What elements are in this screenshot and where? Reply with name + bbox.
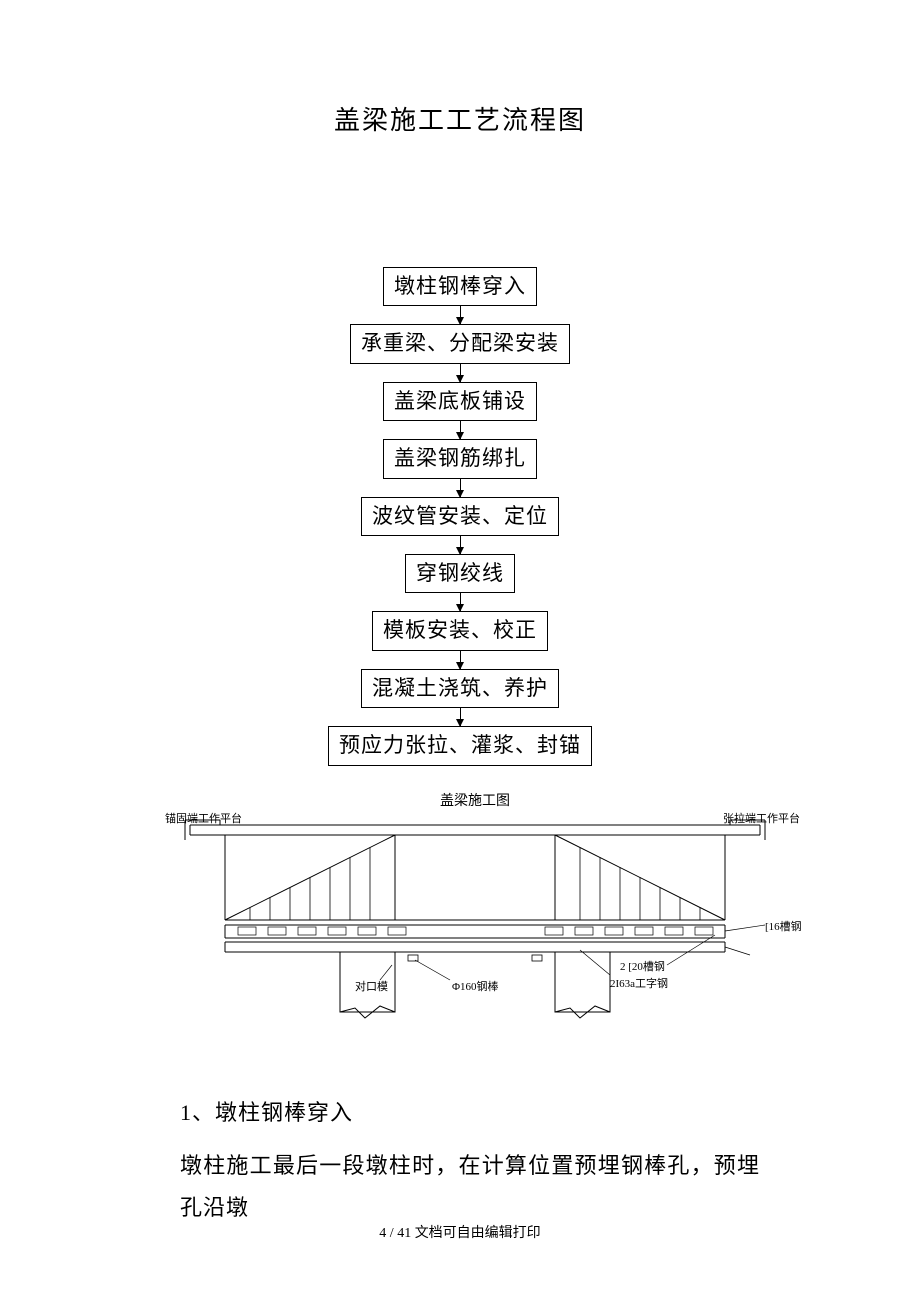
flow-step-1: 墩柱钢棒穿入 xyxy=(383,267,537,306)
flow-step-4: 盖梁钢筋绑扎 xyxy=(383,439,537,478)
diagram-title: 盖梁施工图 xyxy=(170,790,780,810)
label-i-beam: 2I63a工字钢 xyxy=(610,975,668,991)
flow-step-3: 盖梁底板铺设 xyxy=(383,382,537,421)
footer-page-current: 4 xyxy=(379,1226,386,1241)
flow-arrow xyxy=(460,708,461,726)
flow-arrow xyxy=(460,536,461,554)
flowchart-container: 墩柱钢棒穿入 承重梁、分配梁安装 盖梁底板铺设 盖梁钢筋绑扎 波纹管安装、定位 … xyxy=(0,267,920,766)
flow-arrow xyxy=(460,421,461,439)
label-channel-20: 2 [20槽钢 xyxy=(620,958,665,974)
flow-step-7: 模板安装、校正 xyxy=(372,611,548,650)
flow-arrow xyxy=(460,479,461,497)
footer-page-total: 41 xyxy=(397,1226,411,1241)
label-right-platform: 张拉端工作平台 xyxy=(723,810,800,826)
flow-arrow xyxy=(460,651,461,669)
page-title: 盖梁施工工艺流程图 xyxy=(0,0,920,137)
flow-step-6: 穿钢绞线 xyxy=(405,554,515,593)
label-left-platform: 锚固端工作平台 xyxy=(165,810,242,826)
body-text: 墩柱施工最后一段墩柱时，在计算位置预埋钢棒孔，预埋孔沿墩 xyxy=(180,1145,760,1229)
flow-step-8: 混凝土浇筑、养护 xyxy=(361,669,559,708)
diagram-svg xyxy=(170,790,780,1030)
flow-arrow xyxy=(460,593,461,611)
label-end-mold: 对口模 xyxy=(355,978,388,994)
flow-step-9: 预应力张拉、灌浆、封锚 xyxy=(328,726,592,765)
flow-step-2: 承重梁、分配梁安装 xyxy=(350,324,570,363)
footer-note: 文档可自由编辑打印 xyxy=(415,1226,541,1241)
flow-arrow xyxy=(460,364,461,382)
section-heading: 1、墩柱钢棒穿入 xyxy=(180,1095,353,1127)
label-steel-rod: Φ160钢棒 xyxy=(452,978,499,994)
page-footer: 4 / 41 文档可自由编辑打印 xyxy=(0,1222,920,1242)
flow-arrow xyxy=(460,306,461,324)
flow-step-5: 波纹管安装、定位 xyxy=(361,497,559,536)
label-channel-16: [16槽钢 xyxy=(765,918,802,934)
construction-diagram: 盖梁施工图 xyxy=(170,790,780,1030)
